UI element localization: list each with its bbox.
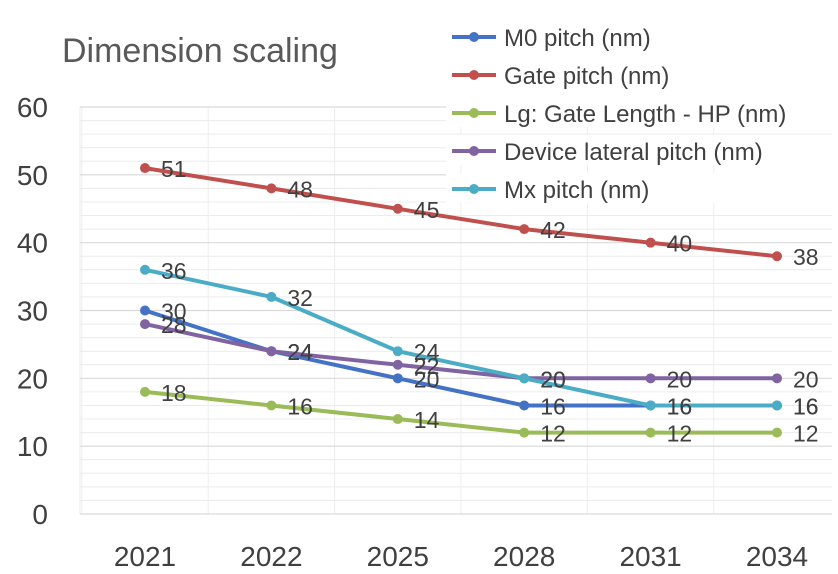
x-tick-label: 2025 xyxy=(367,541,429,572)
data-point xyxy=(772,373,782,384)
data-point xyxy=(140,264,150,275)
x-tick-label: 2028 xyxy=(493,541,555,572)
legend-label: Device lateral pitch (nm) xyxy=(504,139,763,166)
data-label: 24 xyxy=(287,339,313,365)
y-tick-label: 10 xyxy=(17,431,48,462)
data-point xyxy=(392,359,403,370)
grid xyxy=(79,106,832,515)
data-label: 51 xyxy=(161,156,187,182)
data-label: 22 xyxy=(414,353,440,379)
data-point xyxy=(519,427,530,438)
data-point xyxy=(140,163,150,174)
data-label: 28 xyxy=(161,312,187,338)
data-label: 20 xyxy=(540,366,566,392)
legend-marker xyxy=(469,184,479,194)
data-label: 16 xyxy=(793,393,819,419)
data-label: 40 xyxy=(667,231,693,257)
data-label: 24 xyxy=(414,339,440,365)
data-label: 12 xyxy=(793,421,819,447)
y-tick-label: 0 xyxy=(32,499,48,530)
series-line xyxy=(143,322,779,381)
y-tick-label: 40 xyxy=(17,228,48,259)
legend-label: Mx pitch (nm) xyxy=(504,177,649,204)
data-point xyxy=(140,305,150,316)
data-label: 16 xyxy=(287,393,313,419)
data-point xyxy=(266,400,277,411)
legend: M0 pitch (nm) Gate pitch (nm) Lg: Gate Len… xyxy=(446,21,834,204)
legend-background xyxy=(446,173,834,203)
y-tick-label: 20 xyxy=(17,363,48,394)
data-label: 12 xyxy=(540,421,566,447)
legend-background xyxy=(446,135,834,165)
series-line xyxy=(143,166,779,259)
y-tick-label: 50 xyxy=(17,160,48,191)
data-point xyxy=(266,291,277,302)
data-label: 20 xyxy=(793,366,819,392)
series-line xyxy=(143,389,779,435)
data-point xyxy=(519,224,530,235)
legend-background xyxy=(446,59,834,89)
x-tick-label: 2021 xyxy=(114,541,176,572)
data-label: 36 xyxy=(161,258,187,284)
data-point xyxy=(140,386,150,397)
data-label: 16 xyxy=(540,393,566,419)
data-point xyxy=(392,373,403,384)
legend-background xyxy=(446,97,834,127)
data-label: 12 xyxy=(667,421,693,447)
data-point xyxy=(140,319,150,330)
data-point xyxy=(645,237,656,248)
data-point xyxy=(772,427,782,438)
data-point xyxy=(266,183,277,194)
data-point xyxy=(392,346,403,357)
data-point xyxy=(772,251,782,262)
data-label: 20 xyxy=(667,366,693,392)
data-label: 45 xyxy=(414,197,440,223)
legend-label: M0 pitch (nm) xyxy=(504,25,651,52)
data-point xyxy=(519,400,530,411)
data-label: 14 xyxy=(414,407,440,433)
series-lines xyxy=(140,163,782,438)
data-point xyxy=(645,373,656,384)
data-label: 48 xyxy=(287,176,313,202)
legend-label: Lg: Gate Length - HP (nm) xyxy=(504,101,786,128)
y-axis-ticks: 0 10 20 30 40 50 60 xyxy=(17,92,48,530)
x-tick-label: 2031 xyxy=(619,541,681,572)
y-tick-label: 30 xyxy=(17,296,48,327)
x-tick-label: 2022 xyxy=(240,541,302,572)
data-point xyxy=(645,400,656,411)
data-point xyxy=(392,414,403,425)
x-tick-label: 2034 xyxy=(746,541,808,572)
data-label: 42 xyxy=(540,217,566,243)
legend-marker xyxy=(469,146,479,156)
chart-title: Dimension scaling xyxy=(62,32,338,70)
y-tick-label: 60 xyxy=(17,92,48,123)
legend-marker xyxy=(469,32,479,42)
series-line xyxy=(143,267,779,408)
data-label: 20 xyxy=(414,366,440,392)
legend-label: Gate pitch (nm) xyxy=(504,63,669,90)
data-point xyxy=(266,346,277,357)
legend-marker xyxy=(469,70,479,80)
data-label: 18 xyxy=(161,380,187,406)
data-label: 32 xyxy=(287,285,313,311)
data-label: 38 xyxy=(793,244,819,270)
data-label: 24 xyxy=(287,339,313,365)
data-point xyxy=(645,427,656,438)
data-point xyxy=(392,203,403,214)
data-label: 30 xyxy=(161,299,187,325)
legend-background xyxy=(446,21,834,51)
data-label: 16 xyxy=(793,393,819,419)
x-axis-ticks: 2021 2022 2025 2028 2031 2034 xyxy=(114,541,808,572)
data-point xyxy=(772,400,782,411)
data-label: 20 xyxy=(540,366,566,392)
data-label: 16 xyxy=(667,393,693,419)
data-label: 16 xyxy=(667,393,693,419)
data-point xyxy=(519,373,530,384)
legend-marker xyxy=(469,108,479,118)
